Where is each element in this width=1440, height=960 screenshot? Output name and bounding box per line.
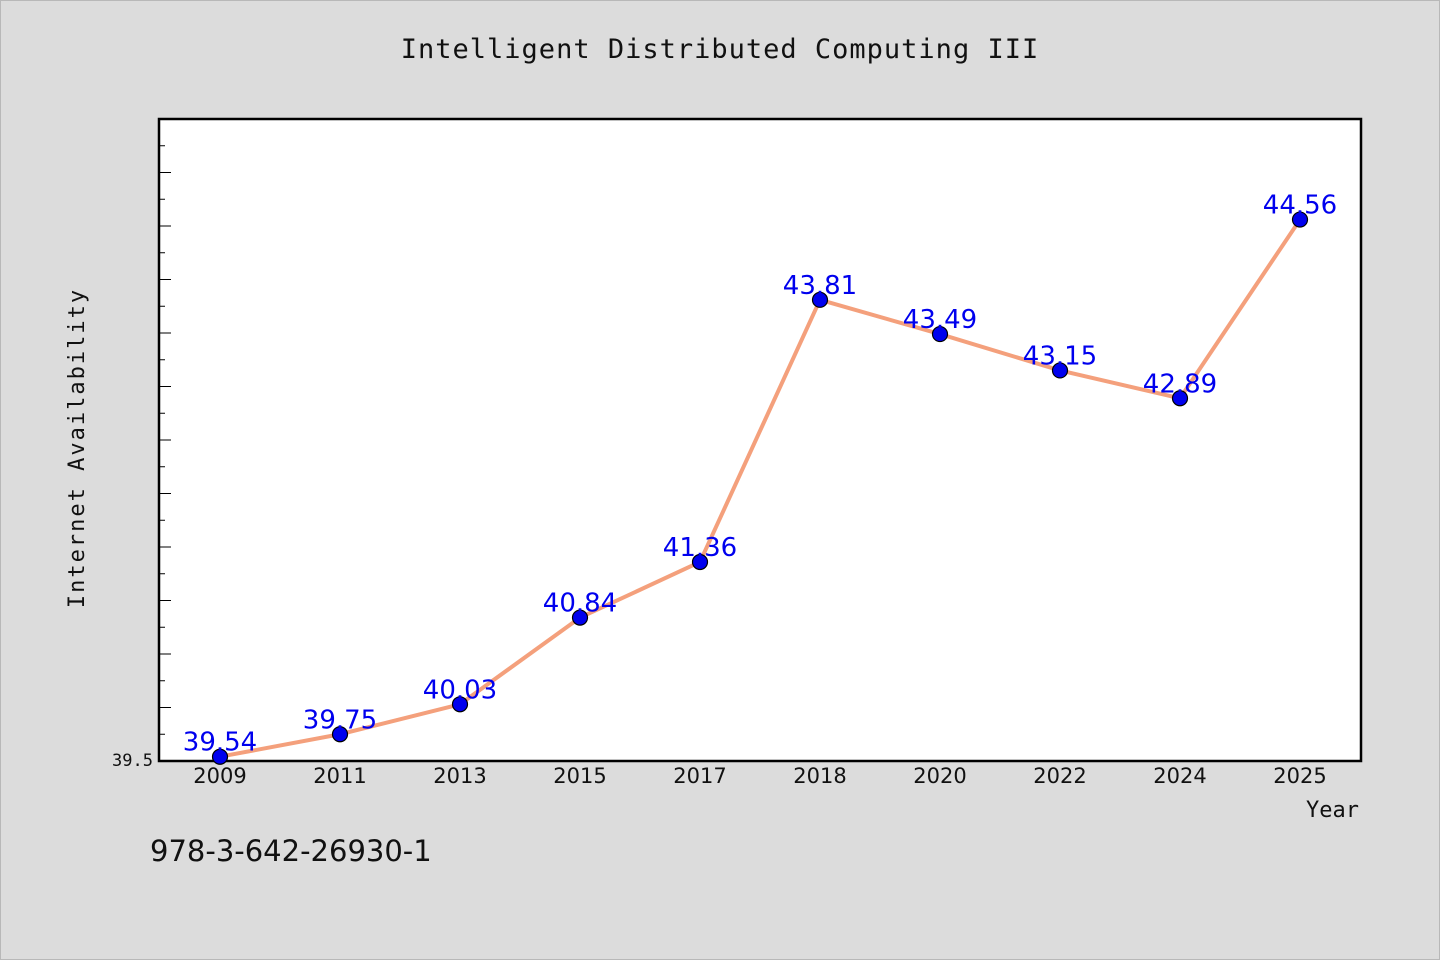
data-label: 39.75 <box>303 705 377 735</box>
data-label: 40.03 <box>423 675 497 705</box>
series-line <box>219 218 1302 759</box>
data-point <box>1291 211 1309 228</box>
data-point <box>331 726 349 743</box>
data-label: 43.81 <box>783 271 857 301</box>
x-tick-label: 2009 <box>193 764 246 788</box>
data-point <box>1171 390 1189 407</box>
data-point <box>691 553 709 571</box>
data-label: 39.54 <box>183 728 257 758</box>
x-tick-label: 2018 <box>793 764 846 788</box>
chart-title: Intelligent Distributed Computing III <box>400 34 1040 65</box>
x-tick-label: 2024 <box>1153 764 1206 788</box>
x-tick-label: 2011 <box>313 764 366 788</box>
data-label: 40.84 <box>543 589 617 619</box>
x-tick-label: 2020 <box>913 764 966 788</box>
data-point <box>211 748 229 765</box>
x-tick-label: 2022 <box>1033 764 1086 788</box>
x-tick-label: 2013 <box>433 764 486 788</box>
data-label: 44.56 <box>1263 191 1337 221</box>
data-label: 43.49 <box>903 305 977 335</box>
data-label: 41.36 <box>663 533 737 563</box>
x-tick-label: 2017 <box>673 764 726 788</box>
data-point <box>1051 362 1069 379</box>
data-point <box>451 696 469 713</box>
plot-area <box>157 117 1363 763</box>
x-tick-label: 2015 <box>553 764 606 788</box>
y-axis-label: Internet Availability <box>65 288 90 608</box>
data-point <box>571 609 589 626</box>
data-label: 43.15 <box>1023 341 1097 371</box>
data-label: 42.89 <box>1143 369 1217 399</box>
data-point <box>811 291 829 308</box>
data-point <box>931 325 949 343</box>
x-tick-label: 2025 <box>1273 764 1326 788</box>
isbn-text: 978-3-642-26930-1 <box>150 834 432 868</box>
y-tick-label: 39.5 <box>112 751 153 771</box>
x-axis-label: Year <box>1306 798 1359 823</box>
